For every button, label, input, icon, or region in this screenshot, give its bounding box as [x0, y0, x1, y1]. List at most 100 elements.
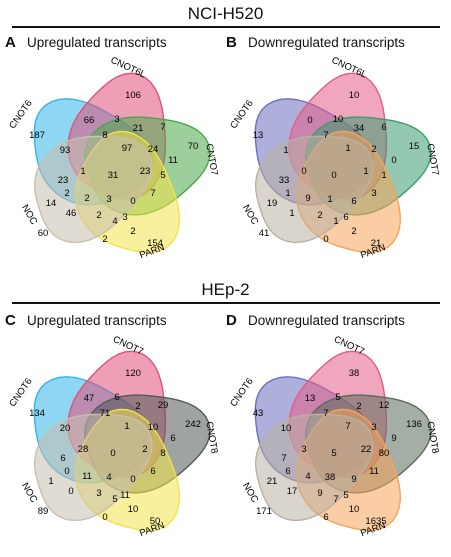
region-count: 2 — [371, 144, 376, 155]
region-count: 0 — [68, 486, 73, 497]
region-count: 0 — [301, 166, 306, 177]
region-count: 66 — [84, 115, 95, 126]
region-count: 0 — [323, 234, 328, 245]
region-count: 154 — [147, 238, 163, 249]
region-count: 3 — [114, 114, 119, 125]
region-count: 22 — [361, 444, 372, 455]
region-count: 20 — [60, 423, 71, 434]
region-count: 2 — [130, 226, 135, 237]
region-count: 134 — [29, 408, 45, 419]
region-count: 7 — [323, 408, 328, 419]
venn-panel-a: A Upregulated transcripts CNOT6 CNOT6L CNT… — [5, 34, 225, 279]
region-count: 10 — [128, 504, 139, 515]
region-count: 28 — [78, 444, 89, 455]
region-count: 120 — [125, 368, 141, 379]
region-count: 13 — [305, 393, 316, 404]
region-count: 3 — [106, 194, 111, 205]
region-count: 1 — [48, 476, 53, 487]
region-count: 1 — [124, 421, 129, 432]
set-noc-shape — [33, 413, 153, 522]
region-count: 21 — [267, 476, 278, 487]
region-count: 0 — [391, 155, 396, 166]
region-count: 14 — [46, 198, 57, 209]
region-count: 5 — [343, 490, 348, 501]
region-count: 0 — [102, 512, 107, 523]
section-title-hep-2: HEp-2 — [201, 280, 250, 299]
region-count: 70 — [188, 141, 199, 152]
region-count: 3 — [122, 212, 127, 223]
region-count: 11 — [120, 490, 130, 501]
region-count: 2 — [317, 210, 322, 221]
region-count: 2 — [135, 401, 140, 412]
panel-letter: D — [226, 312, 237, 329]
region-count: 3 — [96, 488, 101, 499]
region-count: 6 — [114, 392, 119, 403]
region-count: 15 — [409, 141, 420, 152]
region-count: 7 — [323, 130, 328, 141]
region-count: 2 — [142, 444, 147, 455]
region-count: 50 — [150, 516, 161, 527]
region-count: 6 — [60, 453, 65, 464]
region-count: 2 — [84, 193, 89, 204]
region-count: 1 — [285, 188, 290, 199]
region-count: 6 — [150, 466, 155, 477]
region-count: 29 — [158, 400, 169, 411]
set-label: NOC — [240, 481, 260, 505]
region-count: 1635 — [365, 516, 386, 527]
region-count: 11 — [369, 466, 379, 477]
region-count: 12 — [379, 400, 390, 411]
region-count: 2 — [351, 226, 356, 237]
region-count: 4 — [106, 472, 111, 483]
set-label: CNOT6 — [7, 376, 34, 409]
region-count: 7 — [150, 188, 155, 199]
region-count: 11 — [168, 155, 178, 166]
region-count: 5 — [335, 392, 340, 403]
region-count: 8 — [102, 130, 107, 141]
region-count: 41 — [259, 228, 270, 239]
region-count: 1 — [345, 143, 350, 154]
region-count: 6 — [323, 512, 328, 523]
region-count: 1 — [289, 208, 294, 219]
region-count: 5 — [112, 494, 117, 505]
region-count: 136 — [406, 419, 422, 430]
region-count: 6 — [343, 212, 348, 223]
region-count: 3 — [371, 422, 376, 433]
region-count: 5 — [331, 448, 336, 459]
section-rule — [12, 302, 440, 304]
region-count: 21 — [371, 238, 382, 249]
region-count: 9 — [317, 488, 322, 499]
region-count: 0 — [331, 170, 336, 181]
region-count: 6 — [351, 196, 356, 207]
region-count: 7 — [345, 421, 350, 432]
set-label: NOC — [19, 203, 39, 227]
set-noc-shape — [254, 413, 374, 522]
region-count: 89 — [38, 506, 49, 517]
region-count: 0 — [64, 466, 69, 477]
region-count: 0 — [130, 474, 135, 485]
section-rule — [12, 26, 440, 28]
region-count: 1 — [363, 166, 368, 177]
region-count: 2 — [102, 234, 107, 245]
set-label: NOC — [240, 203, 260, 227]
set-label: CNTO7 — [203, 143, 219, 176]
region-count: 106 — [125, 90, 141, 101]
region-count: 10 — [281, 423, 292, 434]
venn-panel-c: C Upregulated transcripts CNOT6 CNOT7 CNOT… — [5, 312, 225, 557]
set-label: CNOT6 — [228, 376, 255, 409]
region-count: 171 — [256, 506, 272, 517]
set-label: CNOT6 — [7, 98, 34, 131]
region-count: 2 — [96, 210, 101, 221]
region-count: 1 — [333, 216, 338, 227]
set-label: CNOT6 — [228, 98, 255, 131]
region-count: 0 — [110, 448, 115, 459]
region-count: 46 — [66, 208, 77, 219]
region-count: 17 — [287, 486, 298, 497]
region-count: 24 — [148, 144, 159, 155]
region-count: 1 — [327, 194, 332, 205]
region-count: 9 — [351, 474, 356, 485]
region-count: 10 — [349, 504, 360, 515]
region-count: 38 — [349, 368, 360, 379]
